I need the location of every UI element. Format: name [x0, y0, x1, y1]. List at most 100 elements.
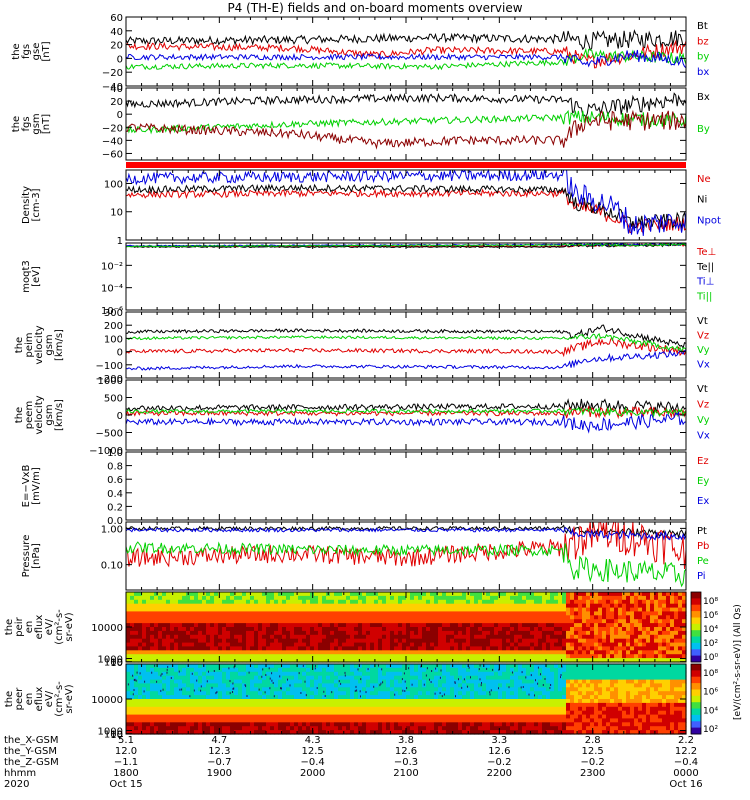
heatmap-cell: [678, 630, 683, 636]
heatmap-cell: [186, 611, 191, 616]
heatmap-cell: [606, 650, 611, 655]
heatmap-cell: [254, 650, 259, 655]
heatmap-cell: [162, 706, 167, 712]
heatmap-cell: [498, 627, 503, 632]
heatmap-cell: [406, 667, 411, 673]
heatmap-cell: [166, 691, 171, 696]
heatmap-cell: [534, 607, 539, 613]
y-axis-label-line: the: [14, 337, 25, 353]
heatmap-cell: [390, 687, 395, 692]
heatmap-cell: [446, 615, 451, 620]
heatmap-cell: [258, 699, 263, 704]
heatmap-cell: [598, 595, 603, 601]
heatmap-cell: [254, 706, 259, 712]
heatmap-cell: [466, 683, 471, 688]
heatmap-cell: [390, 675, 395, 681]
heatmap-cell: [594, 642, 599, 648]
heatmap-cell: [682, 607, 687, 613]
heatmap-cell: [210, 615, 215, 620]
heatmap-cell: [490, 642, 495, 648]
heatmap-cell: [242, 702, 247, 708]
heatmap-cell: [602, 654, 607, 659]
heatmap-cell: [158, 658, 163, 663]
heatmap-cell: [166, 638, 171, 644]
heatmap-cell: [466, 607, 471, 613]
heatmap-cell: [678, 654, 683, 659]
heatmap-cell: [402, 710, 407, 716]
heatmap-cell: [358, 627, 363, 632]
heatmap-cell: [470, 650, 475, 655]
heatmap-cell: [214, 702, 219, 708]
heatmap-cell: [282, 642, 287, 648]
heatmap-cell: [190, 650, 195, 655]
heatmap-cell: [406, 710, 411, 716]
heatmap-cell: [382, 667, 387, 673]
heatmap-cell: [198, 611, 203, 616]
heatmap-cell: [630, 603, 635, 609]
y-tick-label: 10⁻⁴: [101, 284, 123, 295]
heatmap-cell: [634, 634, 639, 640]
heatmap-cell: [166, 650, 171, 655]
heatmap-cell: [382, 623, 387, 628]
heatmap-cell: [226, 699, 231, 704]
heatmap-cell: [350, 667, 355, 673]
heatmap-cell: [362, 599, 367, 605]
heatmap-cell: [222, 646, 227, 651]
heatmap-cell: [226, 726, 231, 731]
heatmap-cell: [466, 603, 471, 609]
heatmap-cell: [258, 634, 263, 640]
heatmap-cell: [218, 710, 223, 716]
heatmap-cell: [518, 603, 523, 609]
heatmap-cell: [410, 722, 415, 727]
heatmap-cell: [330, 592, 335, 597]
heatmap-cell: [262, 702, 267, 708]
heatmap-cell: [146, 691, 151, 696]
heatmap-cell: [582, 650, 587, 655]
heatmap-cell: [206, 630, 211, 636]
heatmap-cell: [310, 634, 315, 640]
heatmap-cell: [430, 667, 435, 673]
heatmap-cell: [146, 710, 151, 716]
y-tick-label: 100: [104, 179, 123, 190]
heatmap-cell: [370, 615, 375, 620]
heatmap-cell: [386, 638, 391, 644]
heatmap-cell: [226, 710, 231, 716]
heatmap-cell: [258, 595, 263, 601]
heatmap-cell: [258, 710, 263, 716]
heatmap-cell: [246, 642, 251, 648]
heatmap-cell: [174, 702, 179, 708]
heatmap-cell: [258, 706, 263, 712]
heatmap-cell: [454, 592, 459, 597]
heatmap-cell: [458, 627, 463, 632]
heatmap-cell: [238, 646, 243, 651]
heatmap-cell: [526, 634, 531, 640]
heatmap-cell: [410, 634, 415, 640]
heatmap-cell: [566, 630, 571, 636]
series-line-Vy: [125, 332, 687, 353]
heatmap-cell: [338, 607, 343, 613]
heatmap-cell: [390, 710, 395, 716]
heatmap-cell: [402, 615, 407, 620]
heatmap-cell: [138, 630, 143, 636]
heatmap-cell: [282, 714, 287, 720]
heatmap-cell: [150, 595, 155, 601]
heatmap-cell: [134, 623, 139, 628]
heatmap-cell: [158, 683, 163, 688]
heatmap-cell: [346, 658, 351, 663]
heatmap-cell: [518, 599, 523, 605]
heatmap-cell: [598, 634, 603, 640]
heatmap-cell: [318, 642, 323, 648]
heatmap-cell: [242, 638, 247, 644]
y-tick-label: 200: [104, 321, 123, 332]
heatmap-cell: [410, 706, 415, 712]
heatmap-cell: [338, 615, 343, 620]
heatmap-cell: [418, 710, 423, 716]
heatmap-cell: [434, 658, 439, 663]
heatmap-cell: [430, 603, 435, 609]
heatmap-cell: [134, 675, 139, 681]
heatmap-cell: [258, 654, 263, 659]
heatmap-cell: [674, 607, 679, 613]
heatmap-cell: [518, 650, 523, 655]
heatmap-cell: [274, 718, 279, 723]
